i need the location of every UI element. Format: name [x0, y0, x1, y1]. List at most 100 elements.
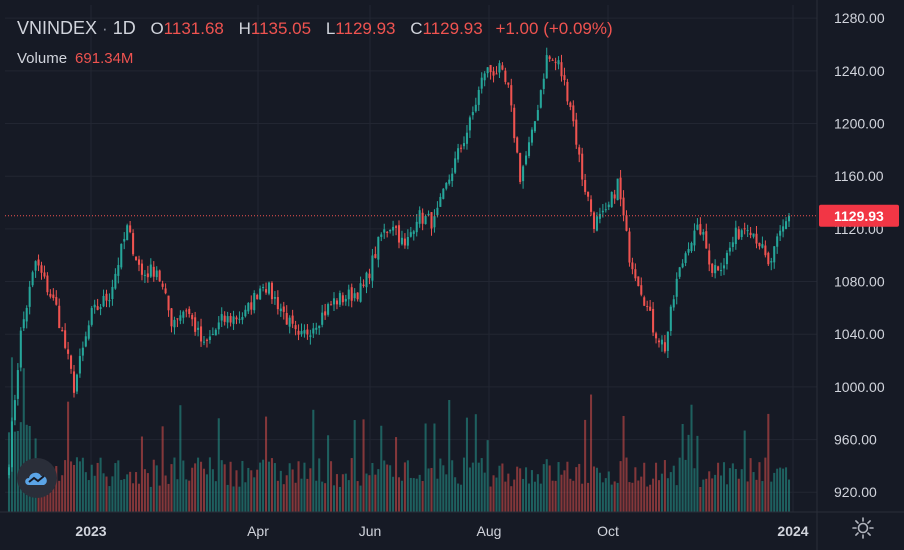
candle-body: [297, 330, 300, 335]
volume-bar: [146, 473, 149, 512]
candle-body: [717, 266, 720, 271]
candle-body: [315, 327, 318, 330]
volume-bar: [622, 415, 625, 512]
close-label: C: [410, 19, 423, 38]
candle-body: [140, 263, 143, 275]
candle-body: [99, 307, 102, 309]
candle-body: [501, 65, 504, 70]
open-value: 1131.68: [163, 19, 224, 38]
symbol-name[interactable]: VNINDEX: [17, 18, 98, 38]
candle-body: [188, 308, 191, 314]
volume-bar: [276, 480, 279, 512]
candle-body: [690, 243, 693, 252]
candle-body: [536, 110, 539, 121]
candle-body: [217, 322, 220, 330]
volume-bar: [616, 482, 619, 512]
candle-body: [318, 325, 321, 329]
candle-body: [776, 236, 779, 247]
candle-body: [300, 331, 303, 335]
volume-label: Volume: [17, 50, 68, 67]
candle-body: [13, 400, 16, 421]
candle-body: [631, 262, 634, 270]
candle-body: [158, 270, 161, 282]
candle-body: [696, 224, 699, 230]
volume-bar: [344, 473, 347, 512]
volume-bar: [58, 480, 61, 512]
volume-bar: [137, 483, 141, 512]
volume-bar: [649, 484, 652, 512]
gear-icon[interactable]: [851, 516, 875, 540]
candle-body: [711, 263, 714, 273]
volume-bar: [380, 425, 383, 512]
volume-bar: [205, 474, 208, 512]
candle-body: [436, 207, 439, 216]
candle-body: [687, 248, 690, 253]
candle-body: [634, 269, 637, 279]
candle-body: [312, 328, 315, 334]
x-tick-label: Aug: [477, 523, 502, 539]
candle-body: [782, 226, 785, 232]
volume-bar: [448, 400, 451, 512]
volume-bar: [581, 483, 584, 512]
candle-body: [758, 242, 761, 247]
candle-body: [675, 278, 678, 297]
volume-bar: [235, 470, 238, 512]
volume-bar: [465, 417, 468, 512]
candle-body: [616, 178, 619, 201]
volume-bar: [132, 483, 135, 512]
volume-bar: [527, 483, 531, 512]
candle-body: [619, 177, 622, 200]
volume-bar: [120, 479, 123, 512]
candle-body: [200, 326, 203, 342]
candle-body: [238, 318, 241, 320]
candle-body: [770, 261, 773, 263]
volume-bar: [489, 486, 492, 512]
candle-body: [462, 143, 466, 147]
volume-bar: [637, 480, 640, 512]
candle-body: [669, 306, 672, 331]
candle-body: [87, 325, 90, 339]
volume-bar: [377, 469, 380, 512]
volume-bar: [696, 435, 699, 512]
volume-bar: [362, 419, 365, 512]
volume-bar: [383, 460, 386, 512]
volume-bar: [90, 464, 93, 512]
volume-bar: [350, 458, 353, 512]
candle-body: [725, 252, 728, 265]
candle-body: [522, 166, 525, 182]
volume-bar: [504, 481, 507, 512]
volume-bar: [462, 457, 466, 512]
candle-body: [693, 230, 696, 246]
candle-body: [256, 294, 259, 300]
candle-body: [338, 293, 341, 305]
volume-bar: [690, 404, 693, 512]
candle-body: [93, 304, 96, 308]
volume-bar: [61, 475, 64, 512]
volume-bar: [717, 462, 720, 512]
candle-body: [477, 89, 480, 105]
volume-bar: [640, 476, 643, 512]
candle-body: [383, 229, 386, 233]
interval-label[interactable]: 1D: [112, 18, 136, 38]
candle-body: [498, 63, 501, 73]
volume-bar: [78, 461, 81, 512]
volume-bar: [669, 472, 672, 512]
tradingview-logo-icon[interactable]: [17, 458, 57, 498]
volume-bar: [217, 418, 220, 512]
volume-bar: [421, 481, 424, 512]
candle-body: [785, 221, 788, 229]
volume-bar: [13, 431, 16, 512]
y-tick-label: 1080.00: [834, 274, 885, 290]
candle-body: [176, 318, 179, 320]
candle-body: [371, 255, 374, 281]
candle-body: [403, 238, 406, 246]
candle-body: [167, 295, 170, 311]
candle-body: [761, 244, 764, 248]
candle-body: [495, 73, 498, 75]
volume-bar: [149, 486, 152, 512]
volume-bar: [341, 474, 344, 512]
candle-body: [344, 298, 347, 302]
candle-body: [126, 225, 129, 241]
volume-bar: [451, 460, 454, 512]
